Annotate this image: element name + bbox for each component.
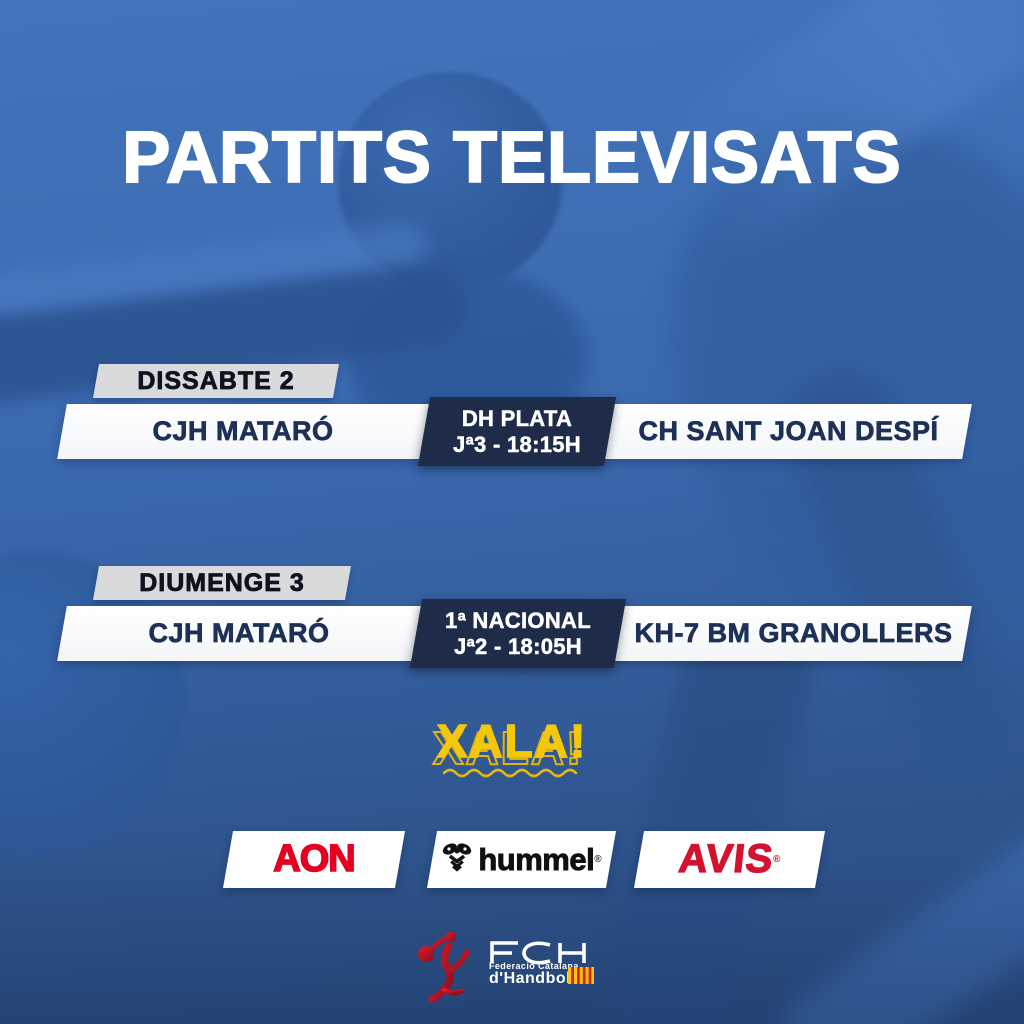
competition-name: DH PLATA [461, 405, 573, 431]
away-team: CH SANT JOAN DESPÍ [638, 416, 939, 447]
sponsor-avis: AVIS ® [633, 831, 826, 888]
catalan-flag-icon [568, 967, 594, 989]
away-team: KH-7 BM GRANOLLERS [634, 618, 953, 649]
federation-name-line2: d'Handbol [489, 970, 572, 987]
home-team: CJH MATARÓ [152, 416, 334, 447]
day-label-text: DISSABTE 2 [137, 366, 295, 395]
background-swoosh [0, 219, 432, 329]
federation-logo: Federació Catalana d'Handbol [412, 926, 624, 1008]
avis-registered-mark: ® [773, 854, 781, 865]
federation-name-line1: Federació Catalana [489, 961, 579, 971]
round-and-time: Jª3 - 18:15H [453, 431, 581, 457]
day-label-diumenge: DIUMENGE 3 [93, 566, 351, 600]
sponsor-hummel: hummel ® [426, 831, 617, 888]
hummel-registered-mark: ® [594, 854, 602, 865]
aon-logo: AON [272, 837, 355, 881]
day-label-dissabte: DISSABTE 2 [93, 364, 339, 398]
avis-logo: AVIS [676, 836, 776, 881]
competition-time-block: DH PLATA Jª3 - 18:15H [417, 397, 617, 466]
xala-logo: XALA! [436, 714, 588, 768]
hummel-logo: hummel [478, 841, 595, 877]
xala-logo-echo: XALA! [432, 721, 584, 775]
home-team: CJH MATARÓ [148, 618, 330, 649]
hummel-bee-icon [441, 841, 473, 878]
fch-acronym-icon [488, 941, 588, 970]
day-label-text: DIUMENGE 3 [139, 568, 305, 597]
broadcaster-logo: XALA! XALA! [0, 714, 1024, 778]
competition-time-block: 1ª NACIONAL Jª2 - 18:05H [409, 599, 627, 668]
handball-player-icon [414, 928, 476, 1009]
round-and-time: Jª2 - 18:05H [454, 633, 582, 659]
sponsor-aon: AON [222, 831, 406, 888]
xala-underline-wave [442, 765, 582, 783]
competition-name: 1ª NACIONAL [445, 607, 591, 633]
page-title: PARTITS TELEVISATS [121, 118, 902, 198]
